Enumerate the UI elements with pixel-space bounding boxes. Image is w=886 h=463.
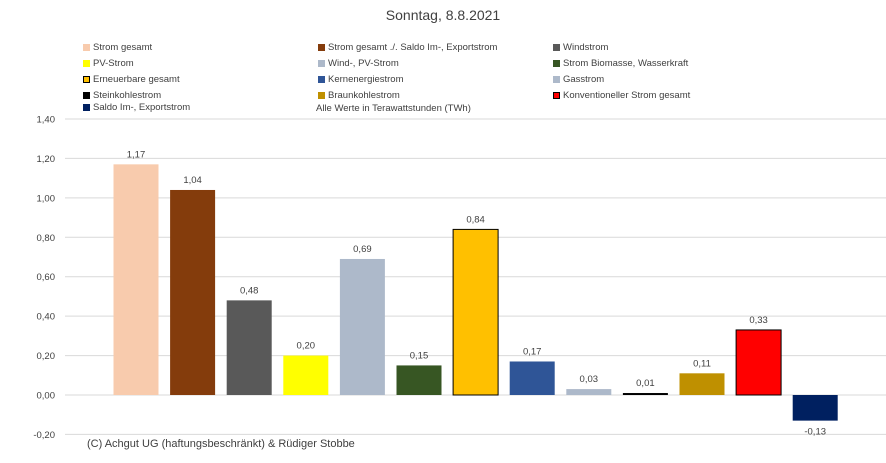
legend-label: Strom gesamt (93, 42, 153, 53)
y-tick-label: -0,20 (33, 430, 55, 441)
legend-swatch (83, 92, 90, 99)
legend-label: Saldo Im-, Exportstrom (93, 102, 191, 113)
y-tick-label: 0,40 (37, 312, 56, 323)
y-tick-label: 0,80 (37, 233, 56, 244)
legend-item: Windstrom (553, 42, 608, 53)
data-label: 1,17 (127, 149, 146, 160)
legend-swatch (83, 76, 90, 83)
legend-swatch (318, 60, 325, 67)
units-note: Alle Werte in Terawattstunden (TWh) (316, 103, 471, 114)
y-tick-label: 1,40 (37, 115, 56, 126)
data-label: 0,69 (353, 244, 372, 255)
legend-item: Strom gesamt ./. Saldo Im-, Exportstrom (318, 42, 497, 53)
data-label: 0,17 (523, 346, 542, 357)
data-label: 0,01 (636, 378, 655, 389)
legend-swatch (553, 76, 560, 83)
data-label: 1,04 (183, 175, 202, 186)
data-label: 0,33 (749, 315, 768, 326)
y-tick-label: 0,60 (37, 272, 56, 283)
legend-item: Wind-, PV-Strom (318, 58, 399, 69)
legend-item: Braunkohlestrom (318, 90, 400, 101)
data-label: -0,13 (804, 427, 826, 438)
legend-label: Strom gesamt ./. Saldo Im-, Exportstrom (328, 42, 498, 53)
legend-swatch (553, 92, 560, 99)
legend-item: Saldo Im-, Exportstrom (83, 102, 190, 113)
legend-item: Strom gesamt (83, 42, 152, 53)
legend-label: Windstrom (563, 42, 609, 53)
legend-swatch (553, 44, 560, 51)
data-label: 0,11 (693, 358, 711, 369)
legend-item: Konventioneller Strom gesamt (553, 90, 690, 101)
bar (792, 395, 838, 421)
legend-swatch (83, 44, 90, 51)
bar (509, 361, 555, 395)
bar (566, 389, 612, 395)
bar (339, 258, 385, 395)
bar (735, 329, 782, 396)
legend-swatch (83, 104, 90, 111)
legend-swatch (318, 92, 325, 99)
legend-label: Wind-, PV-Strom (328, 58, 399, 69)
legend-item: Strom Biomasse, Wasserkraft (553, 58, 688, 69)
legend-label: PV-Strom (93, 58, 134, 69)
legend-label: Kernenergiestrom (328, 74, 404, 85)
bar (679, 373, 725, 395)
legend-label: Erneuerbare gesamt (93, 74, 180, 85)
copyright: (C) Achgut UG (haftungsbeschränkt) & Rüd… (87, 438, 359, 450)
bar (622, 393, 668, 395)
bar (452, 228, 499, 396)
legend-swatch (318, 76, 325, 83)
legend-item: Kernenergiestrom (318, 74, 404, 85)
bar (170, 189, 216, 395)
legend-label: Gasstrom (563, 74, 605, 85)
legend-swatch (553, 60, 560, 67)
bar (113, 164, 159, 395)
bar (283, 355, 329, 395)
legend-label: Konventioneller Strom gesamt (563, 90, 691, 101)
legend-label: Strom Biomasse, Wasserkraft (563, 58, 689, 69)
bar (226, 300, 272, 395)
y-tick-label: 1,00 (37, 193, 56, 204)
legend-item: PV-Strom (83, 58, 134, 69)
chart-title: Sonntag, 8.8.2021 (385, 7, 501, 23)
legend-item: Erneuerbare gesamt (83, 74, 180, 85)
bar (396, 365, 442, 395)
data-label: 0,20 (297, 341, 316, 352)
legend-item: Steinkohlestrom (83, 90, 161, 101)
legend-swatch (83, 60, 90, 67)
legend-label: Braunkohlestrom (328, 90, 400, 101)
data-label: 0,03 (580, 374, 599, 385)
data-label: 0,48 (240, 285, 259, 296)
legend-swatch (318, 44, 325, 51)
y-tick-label: 0,20 (37, 351, 56, 362)
y-tick-label: 0,00 (37, 391, 56, 402)
legend-item: Gasstrom (553, 74, 604, 85)
data-label: 0,15 (410, 350, 429, 361)
legend-label: Steinkohlestrom (93, 90, 162, 101)
y-tick-label: 1,20 (37, 154, 56, 165)
data-label: 0,84 (466, 214, 485, 225)
